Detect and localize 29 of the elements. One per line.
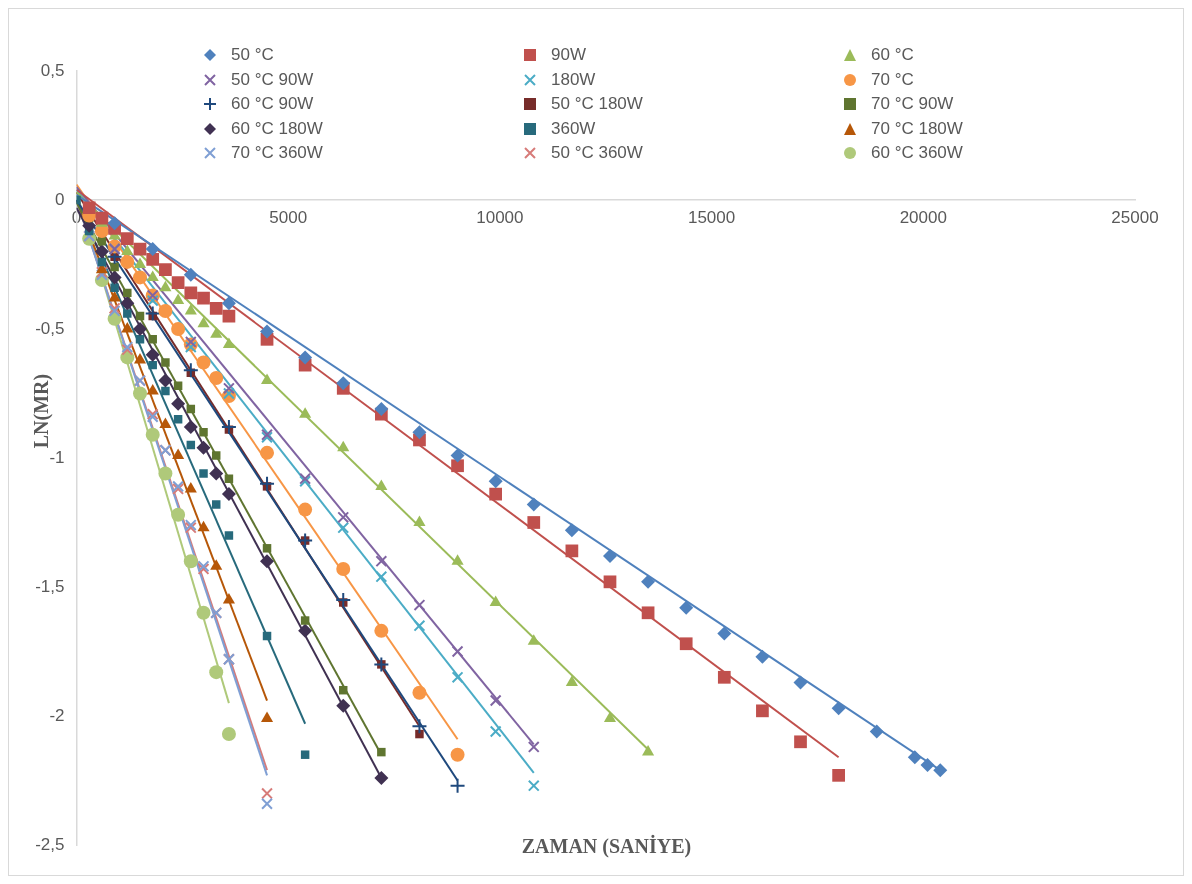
legend-label: 50 °C 360W [551,143,643,164]
legend-label: 70 °C 360W [231,143,323,164]
legend-label: 50 °C [231,45,274,66]
legend-label: 50 °C 180W [551,94,643,115]
x-tick-label: 20000 [899,207,947,227]
legend-label: 70 °C 180W [871,118,963,139]
legend-label: 360W [551,118,596,139]
y-axis-title: LN(MR) [29,373,53,449]
y-tick-label: 0,5 [40,60,65,80]
y-tick-label: -2,5 [35,834,65,854]
x-tick-label: 5000 [269,207,308,227]
legend-label: 70 °C 90W [871,94,954,115]
legend-label: 60 °C 180W [231,118,323,139]
legend-label: 50 °C 90W [231,69,314,90]
legend-label: 60 °C 360W [871,143,963,164]
legend-label: 70 °C [871,69,914,90]
legend-label: 60 °C 90W [231,94,314,115]
x-tick-label: 25000 [1111,207,1159,227]
x-tick-label: 10000 [476,207,524,227]
x-tick-label: 15000 [687,207,736,227]
legend-label: 60 °C [871,45,914,66]
y-tick-label: -1,5 [35,576,65,596]
y-tick-label: -1 [49,447,65,467]
y-tick-label: -2 [49,705,65,725]
x-axis-title: ZAMAN (SANİYE) [520,835,693,858]
legend-label: 180W [551,69,596,90]
y-tick-label: -0,5 [35,318,65,338]
legend-label: 90W [551,45,586,66]
y-tick-label: 0 [55,189,65,209]
